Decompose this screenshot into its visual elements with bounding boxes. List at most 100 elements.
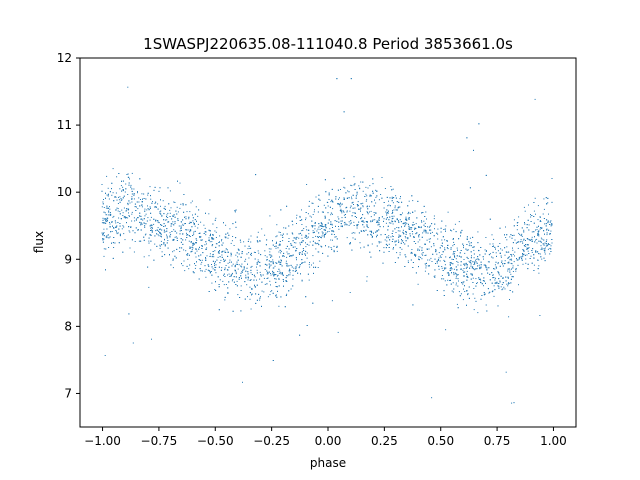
data-point [308, 279, 310, 281]
data-point [411, 231, 413, 232]
data-point [466, 256, 468, 258]
data-point [521, 256, 523, 258]
data-point [453, 241, 455, 243]
data-point [314, 222, 316, 224]
data-point [458, 280, 459, 282]
data-point [388, 222, 390, 224]
data-point [405, 237, 407, 239]
data-point [192, 271, 194, 273]
data-point [453, 272, 455, 274]
data-point [483, 292, 485, 294]
data-point [510, 273, 512, 275]
data-point [245, 277, 247, 279]
data-point [528, 253, 530, 254]
data-point [332, 208, 334, 210]
data-point [235, 263, 237, 265]
data-point [242, 381, 243, 383]
data-point [153, 259, 155, 261]
data-point [214, 289, 216, 290]
data-point [540, 248, 542, 250]
data-point [392, 217, 394, 219]
data-point [362, 214, 364, 216]
data-point [402, 223, 404, 225]
data-point [505, 280, 507, 282]
data-point [167, 240, 169, 241]
data-point [266, 259, 268, 260]
data-point [138, 240, 140, 242]
data-point [202, 252, 204, 254]
data-point [130, 186, 132, 188]
data-point [286, 256, 288, 258]
data-point [143, 218, 145, 220]
data-point [549, 244, 551, 245]
data-point [280, 296, 282, 298]
data-point [164, 245, 166, 247]
data-point [354, 212, 356, 214]
data-point [141, 223, 143, 225]
data-point [304, 253, 306, 255]
data-point [418, 235, 419, 237]
data-point [489, 218, 491, 220]
data-point [295, 270, 297, 272]
data-point [275, 262, 277, 264]
data-point [164, 205, 166, 207]
data-point [313, 266, 315, 268]
data-point [450, 247, 452, 249]
data-point [402, 240, 404, 242]
data-point [137, 229, 139, 231]
data-point [412, 200, 414, 202]
data-point [248, 245, 250, 247]
data-point [361, 220, 363, 222]
data-point [493, 238, 495, 240]
data-point [431, 261, 433, 262]
data-point [272, 261, 274, 263]
data-point [184, 216, 185, 218]
data-point [103, 211, 105, 213]
data-point [469, 187, 471, 189]
data-point [423, 224, 425, 226]
data-point [245, 258, 247, 260]
data-point [533, 257, 535, 259]
data-point [394, 207, 396, 209]
data-point [177, 220, 179, 221]
data-point [407, 260, 409, 262]
data-point [254, 252, 256, 253]
data-point [512, 247, 513, 249]
data-point [223, 258, 224, 260]
data-point [391, 213, 393, 214]
data-point [341, 203, 343, 205]
data-point [378, 217, 380, 219]
data-point [241, 263, 243, 265]
data-point [261, 228, 263, 230]
data-point [325, 191, 327, 193]
data-point [163, 207, 165, 209]
data-point [159, 232, 161, 233]
data-point [330, 201, 332, 203]
data-point [352, 212, 354, 214]
data-point [425, 229, 426, 231]
data-point [277, 290, 278, 292]
data-point [426, 218, 427, 220]
data-point [105, 248, 107, 250]
data-point [360, 181, 362, 183]
data-point [445, 225, 447, 227]
data-point [270, 261, 272, 263]
data-point [475, 261, 477, 263]
data-point [415, 254, 417, 256]
data-point [405, 216, 407, 218]
data-point [423, 220, 425, 222]
data-point [436, 232, 438, 234]
data-point [194, 225, 196, 227]
data-point [140, 224, 142, 226]
data-point [535, 251, 537, 253]
data-point [353, 184, 355, 186]
data-point [243, 267, 245, 269]
data-point [128, 313, 130, 315]
data-point [195, 238, 197, 240]
data-point [103, 248, 105, 250]
data-point [471, 255, 472, 257]
data-point [110, 212, 111, 214]
data-point [205, 268, 207, 270]
data-point [421, 220, 422, 222]
data-point [538, 265, 540, 267]
